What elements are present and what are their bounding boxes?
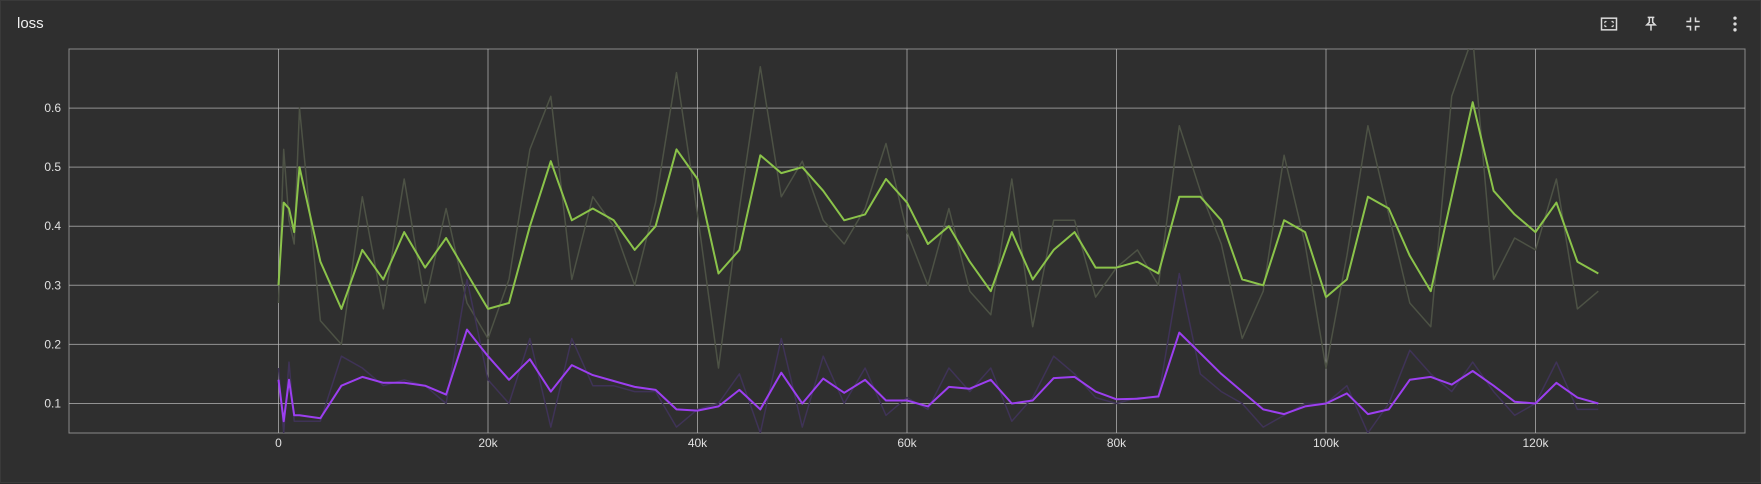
pin-icon [1645, 16, 1657, 31]
x-tick-label: 80k [1107, 436, 1127, 450]
y-tick-label: 0.2 [44, 337, 61, 351]
collapse-icon [1686, 17, 1700, 31]
card-toolbar [1598, 13, 1746, 35]
card-title: loss [17, 15, 44, 32]
fit-domain-button[interactable] [1598, 13, 1620, 35]
fit-domain-icon [1600, 17, 1618, 31]
x-tick-label: 0 [275, 436, 282, 450]
x-tick-label: 20k [478, 436, 498, 450]
x-tick-label: 60k [897, 436, 917, 450]
y-tick-label: 0.3 [44, 278, 61, 292]
y-tick-label: 0.4 [44, 219, 61, 233]
series-line-3-raw [277, 272, 1599, 433]
x-tick-label: 40k [688, 436, 708, 450]
pin-button[interactable] [1640, 13, 1662, 35]
collapse-button[interactable] [1682, 13, 1704, 35]
x-tick-label: 120k [1522, 436, 1549, 450]
x-tick-label: 100k [1313, 436, 1340, 450]
series-line-4-smoothed [277, 328, 1599, 423]
y-tick-label: 0.1 [44, 396, 61, 410]
series-line-2-smoothed [277, 101, 1599, 310]
series-line-1-raw [277, 49, 1599, 369]
more-vert-icon [1733, 16, 1737, 32]
y-tick-label: 0.5 [44, 160, 61, 174]
more-options-button[interactable] [1724, 13, 1746, 35]
y-tick-label: 0.6 [44, 101, 61, 115]
